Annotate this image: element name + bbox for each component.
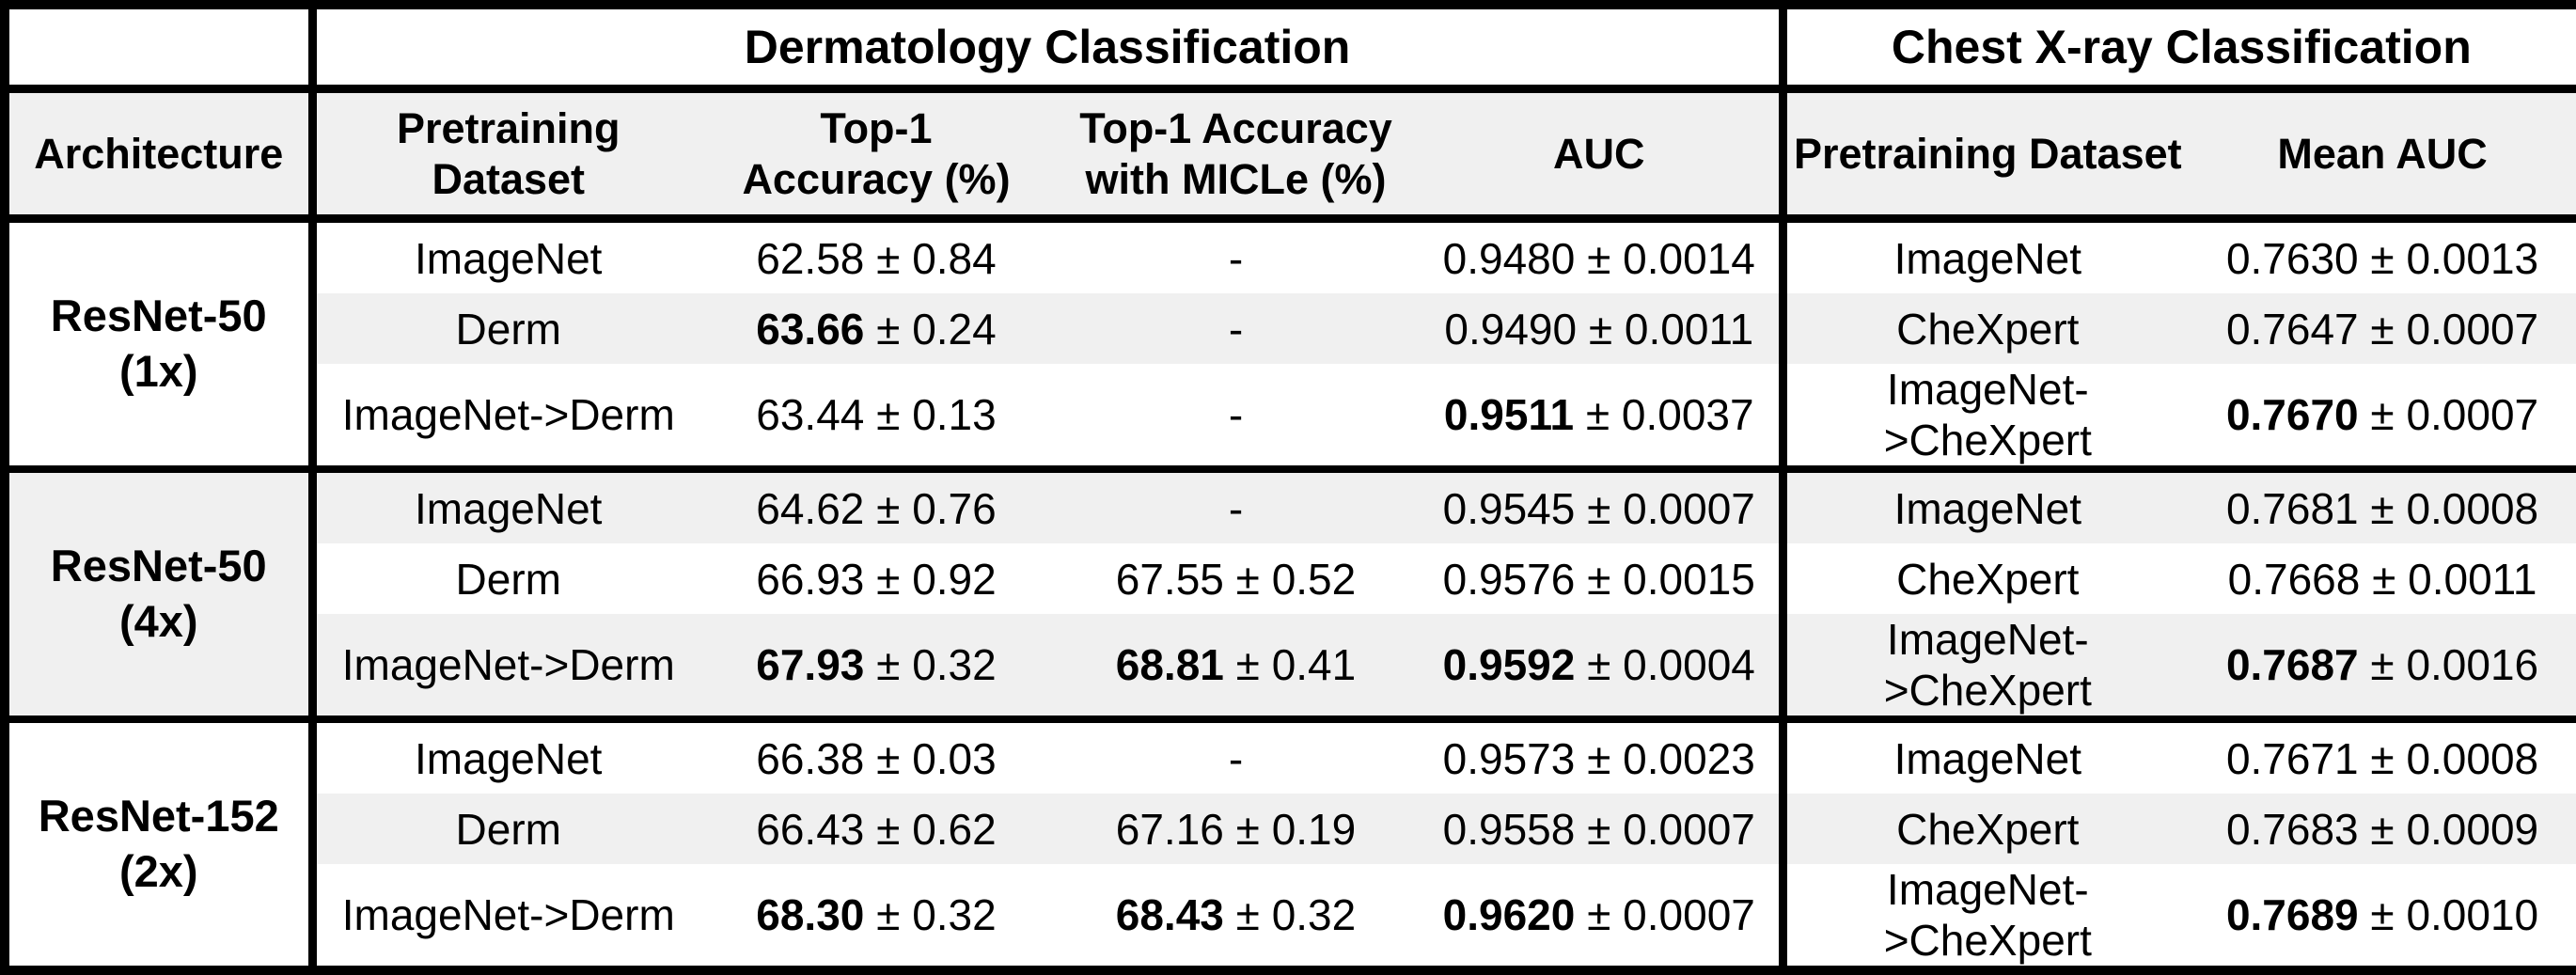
- cell-auc: 0.9558 ± 0.0007: [1420, 794, 1787, 864]
- cell-chest-pretrain: ImageNet: [1783, 716, 2190, 794]
- corner-cell: [5, 5, 317, 93]
- cell-top1: 63.66 ± 0.24: [700, 293, 1052, 364]
- cell-architecture: ResNet-50 (4x): [5, 465, 317, 719]
- table-row: ImageNet->Derm 68.30 ± 0.32 68.43 ± 0.32 0.…: [5, 864, 2576, 970]
- cell-top1: 64.62 ± 0.76: [700, 465, 1052, 543]
- table-row: Derm 66.93 ± 0.92 67.55 ± 0.52 0.9576 ± 0.0…: [5, 543, 2576, 614]
- col-header-mean-auc: Mean AUC: [2189, 88, 2576, 223]
- column-header-row: Architecture Pretraining Dataset Top-1 A…: [5, 88, 2576, 223]
- cell-derm-pretrain: ImageNet->Derm: [312, 864, 700, 970]
- derm-section-header: Dermatology Classification: [312, 5, 1787, 93]
- table-row: ImageNet->Derm 63.44 ± 0.13-0.9511 ± 0.00…: [5, 364, 2576, 469]
- cell-mean-auc: 0.7668 ± 0.0011: [2189, 543, 2576, 614]
- cell-mean-auc: 0.7689 ± 0.0010: [2189, 864, 2576, 970]
- col-header-derm-pretraining-dataset: Pretraining Dataset: [312, 88, 700, 223]
- cell-top1: 66.43 ± 0.62: [700, 794, 1052, 864]
- cell-micle: 68.81 ± 0.41: [1052, 614, 1420, 719]
- cell-chest-pretrain: ImageNet->CheXpert: [1783, 614, 2190, 719]
- cell-architecture: ResNet-50 (1x): [5, 218, 317, 469]
- cell-derm-pretrain: ImageNet->Derm: [312, 364, 700, 469]
- cell-top1: 66.93 ± 0.92: [700, 543, 1052, 614]
- cell-auc: 0.9576 ± 0.0015: [1420, 543, 1787, 614]
- cell-mean-auc: 0.7670 ± 0.0007: [2189, 364, 2576, 469]
- cell-micle: -: [1052, 716, 1420, 794]
- cell-mean-auc: 0.7687 ± 0.0016: [2189, 614, 2576, 719]
- cell-mean-auc: 0.7671 ± 0.0008: [2189, 716, 2576, 794]
- cell-micle: 67.55 ± 0.52: [1052, 543, 1420, 614]
- cell-auc: 0.9545 ± 0.0007: [1420, 465, 1787, 543]
- cell-top1: 63.44 ± 0.13: [700, 364, 1052, 469]
- cell-auc: 0.9490 ± 0.0011: [1420, 293, 1787, 364]
- cell-chest-pretrain: ImageNet: [1783, 465, 2190, 543]
- col-header-chest-pretraining-dataset: Pretraining Dataset: [1783, 88, 2190, 223]
- col-header-top1-accuracy: Top-1 Accuracy (%): [700, 88, 1052, 223]
- cell-micle: -: [1052, 364, 1420, 469]
- cell-chest-pretrain: CheXpert: [1783, 293, 2190, 364]
- cell-derm-pretrain: Derm: [312, 543, 700, 614]
- col-header-architecture: Architecture: [5, 88, 317, 223]
- cell-derm-pretrain: ImageNet: [312, 716, 700, 794]
- col-header-auc: AUC: [1420, 88, 1787, 223]
- chest-section-header: Chest X-ray Classification: [1783, 5, 2576, 93]
- col-header-top1-accuracy-micle: Top-1 Accuracy with MICLe (%): [1052, 88, 1420, 223]
- cell-derm-pretrain: ImageNet: [312, 465, 700, 543]
- cell-auc: 0.9592 ± 0.0004: [1420, 614, 1787, 719]
- cell-micle: 68.43 ± 0.32: [1052, 864, 1420, 970]
- cell-micle: -: [1052, 465, 1420, 543]
- cell-chest-pretrain: ImageNet->CheXpert: [1783, 364, 2190, 469]
- cell-auc: 0.9573 ± 0.0023: [1420, 716, 1787, 794]
- cell-micle: -: [1052, 218, 1420, 293]
- cell-micle: 67.16 ± 0.19: [1052, 794, 1420, 864]
- cell-auc: 0.9511 ± 0.0037: [1420, 364, 1787, 469]
- table-row: ResNet-50 (4x) ImageNet 64.62 ± 0.76-0.954…: [5, 465, 2576, 719]
- cell-derm-pretrain: Derm: [312, 293, 700, 364]
- cell-auc: 0.9480 ± 0.0014: [1420, 218, 1787, 293]
- cell-derm-pretrain: ImageNet: [312, 218, 700, 293]
- cell-top1: 68.30 ± 0.32: [700, 864, 1052, 970]
- cell-top1: 66.38 ± 0.03: [700, 716, 1052, 794]
- cell-chest-pretrain: CheXpert: [1783, 543, 2190, 614]
- table-row: Derm 66.43 ± 0.62 67.16 ± 0.19 0.9558 ± 0.0…: [5, 794, 2576, 864]
- cell-chest-pretrain: ImageNet: [1783, 218, 2190, 293]
- cell-mean-auc: 0.7630 ± 0.0013: [2189, 218, 2576, 293]
- table-row: ResNet-50 (1x) ImageNet 62.58 ± 0.84-0.948…: [5, 218, 2576, 469]
- table-body: ResNet-50 (1x) ImageNet 62.58 ± 0.84-0.948…: [5, 218, 2576, 970]
- cell-mean-auc: 0.7647 ± 0.0007: [2189, 293, 2576, 364]
- table-row: ImageNet->Derm 67.93 ± 0.32 68.81 ± 0.41 0.…: [5, 614, 2576, 719]
- cell-chest-pretrain: ImageNet->CheXpert: [1783, 864, 2190, 970]
- cell-auc: 0.9620 ± 0.0007: [1420, 864, 1787, 970]
- cell-mean-auc: 0.7683 ± 0.0009: [2189, 794, 2576, 864]
- cell-mean-auc: 0.7681 ± 0.0008: [2189, 465, 2576, 543]
- cell-micle: -: [1052, 293, 1420, 364]
- table-row: ResNet-152 (2x) ImageNet 66.38 ± 0.03-0.95…: [5, 716, 2576, 970]
- section-header-row: Dermatology Classification Chest X-ray C…: [5, 5, 2576, 93]
- cell-derm-pretrain: ImageNet->Derm: [312, 614, 700, 719]
- cell-architecture: ResNet-152 (2x): [5, 716, 317, 970]
- cell-derm-pretrain: Derm: [312, 794, 700, 864]
- cell-chest-pretrain: CheXpert: [1783, 794, 2190, 864]
- table-row: Derm 63.66 ± 0.24-0.9490 ± 0.0011 CheXpert…: [5, 293, 2576, 364]
- cell-top1: 67.93 ± 0.32: [700, 614, 1052, 719]
- cell-top1: 62.58 ± 0.84: [700, 218, 1052, 293]
